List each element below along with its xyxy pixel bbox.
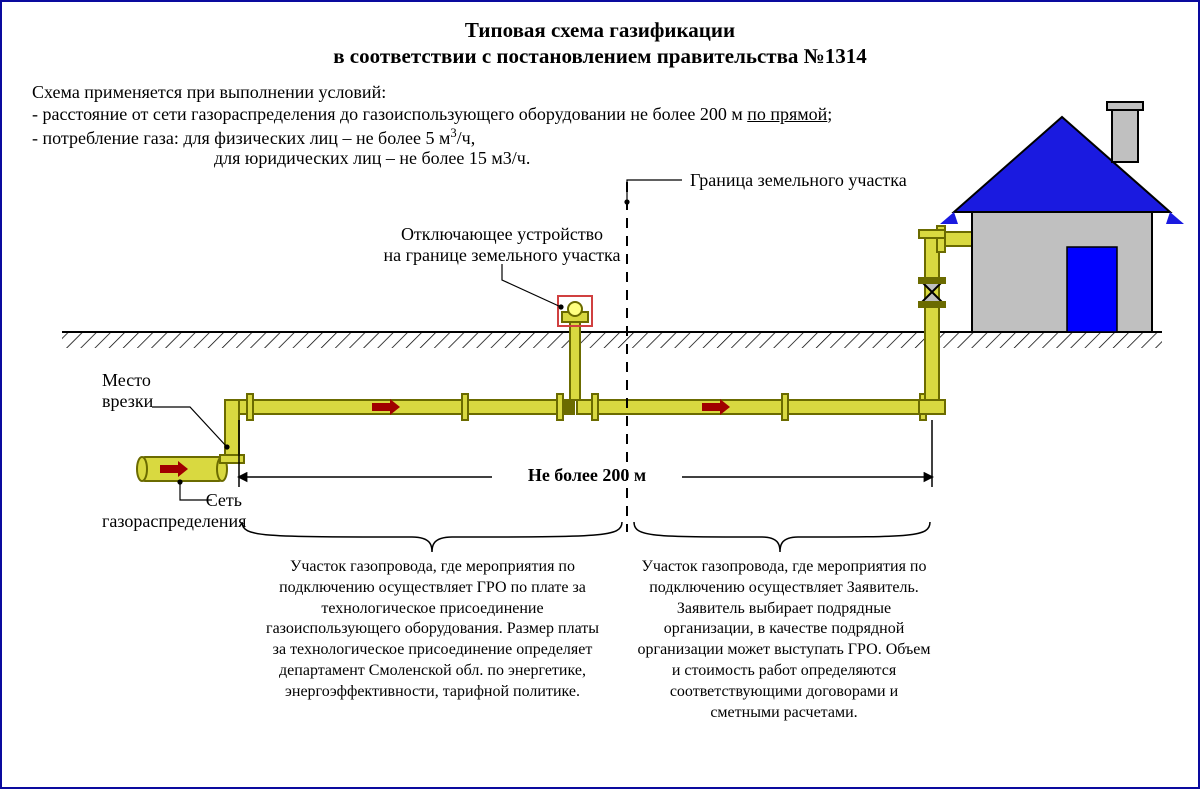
house-icon xyxy=(940,102,1184,332)
label-shutoff: Отключающее устройство на границе земель… xyxy=(352,224,652,266)
label-network-l2: газораспределения xyxy=(102,511,246,531)
annotation-right: Участок газопровода, где мероприятия по … xyxy=(634,557,934,723)
label-tapin-l2: врезки xyxy=(102,391,153,411)
label-network-l1: Сеть xyxy=(206,490,242,510)
label-boundary: Граница земельного участка xyxy=(690,170,907,191)
label-max-length: Не более 200 м xyxy=(492,465,682,486)
riser-valve xyxy=(919,278,945,307)
brace-right xyxy=(634,522,930,552)
callout-tapin xyxy=(152,407,229,449)
label-tapin: Место врезки xyxy=(102,370,153,412)
label-tapin-l1: Место xyxy=(102,370,151,390)
label-network: Сеть газораспределения xyxy=(102,490,242,532)
ground-hatch xyxy=(62,332,1162,348)
label-shutoff-l2: на границе земельного участка xyxy=(384,245,621,265)
callout-boundary xyxy=(625,180,682,204)
brace-left xyxy=(242,522,622,552)
label-shutoff-l1: Отключающее устройство xyxy=(401,224,603,244)
diagram-frame: Типовая схема газификации в соответствии… xyxy=(0,0,1200,789)
shutoff-device xyxy=(562,302,588,400)
callout-shutoff xyxy=(502,264,563,309)
annotation-left: Участок газопровода, где мероприятия по … xyxy=(260,557,605,703)
